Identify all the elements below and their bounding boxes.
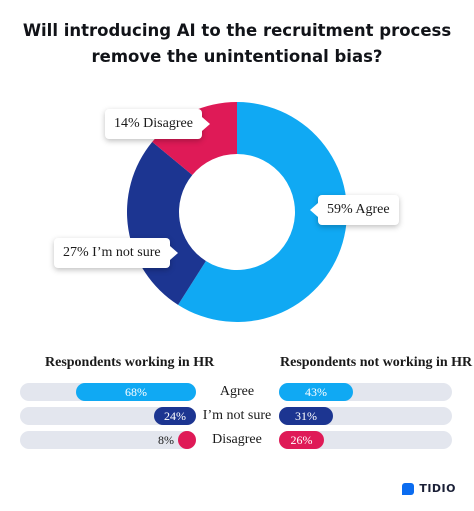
category-label-agree: Agree — [219, 384, 255, 399]
chart-title: Will introducing AI to the recruitment p… — [0, 18, 474, 70]
non-hr-bar-agree — [279, 383, 353, 401]
donut-label-disagree-text: 14% Disagree — [114, 116, 193, 131]
non-hr-bar-value-disagree: 26% — [290, 433, 313, 447]
donut-label-disagree: 14% Disagree — [105, 109, 210, 139]
chart-title-line-1: Will introducing AI to the recruitment p… — [22, 21, 452, 40]
hr-bar-track-disagree — [20, 431, 196, 449]
donut-chart — [126, 102, 347, 322]
tidio-logo: TIDIO — [402, 482, 456, 495]
category-label-not-sure: I’m not sure — [202, 408, 272, 423]
non-hr-bar-disagree — [279, 431, 324, 449]
non-hr-bar-not-sure — [279, 407, 333, 425]
chart-title-line-2: remove the unintentional bias? — [91, 47, 383, 66]
tidio-logo-icon — [402, 482, 415, 495]
category-label-disagree: Disagree — [212, 432, 262, 447]
hr-bar-disagree — [178, 431, 196, 449]
donut-slice-agree — [178, 102, 347, 322]
non-hr-series-title: Respondents not working in HR — [280, 355, 473, 370]
hr-bar-track-not-sure — [20, 407, 196, 425]
hr-series-title: Respondents working in HR — [45, 355, 215, 370]
donut-label-not-sure: 27% I’m not sure — [54, 238, 178, 268]
donut-label-agree-text: 59% Agree — [327, 202, 390, 217]
hr-bar-not-sure — [154, 407, 196, 425]
hr-bar-value-not-sure: 24% — [164, 409, 186, 423]
donut-label-not-sure-text: 27% I’m not sure — [63, 245, 161, 260]
hr-bar-agree — [76, 383, 196, 401]
tidio-logo-text: TIDIO — [419, 482, 456, 495]
non-hr-bar-value-agree: 43% — [305, 385, 327, 399]
hr-bar-value-disagree: 8% — [158, 433, 174, 447]
donut-label-agree: 59% Agree — [310, 195, 399, 225]
hr-bar-value-agree: 68% — [125, 385, 147, 399]
non-hr-bar-value-not-sure: 31% — [295, 409, 317, 423]
